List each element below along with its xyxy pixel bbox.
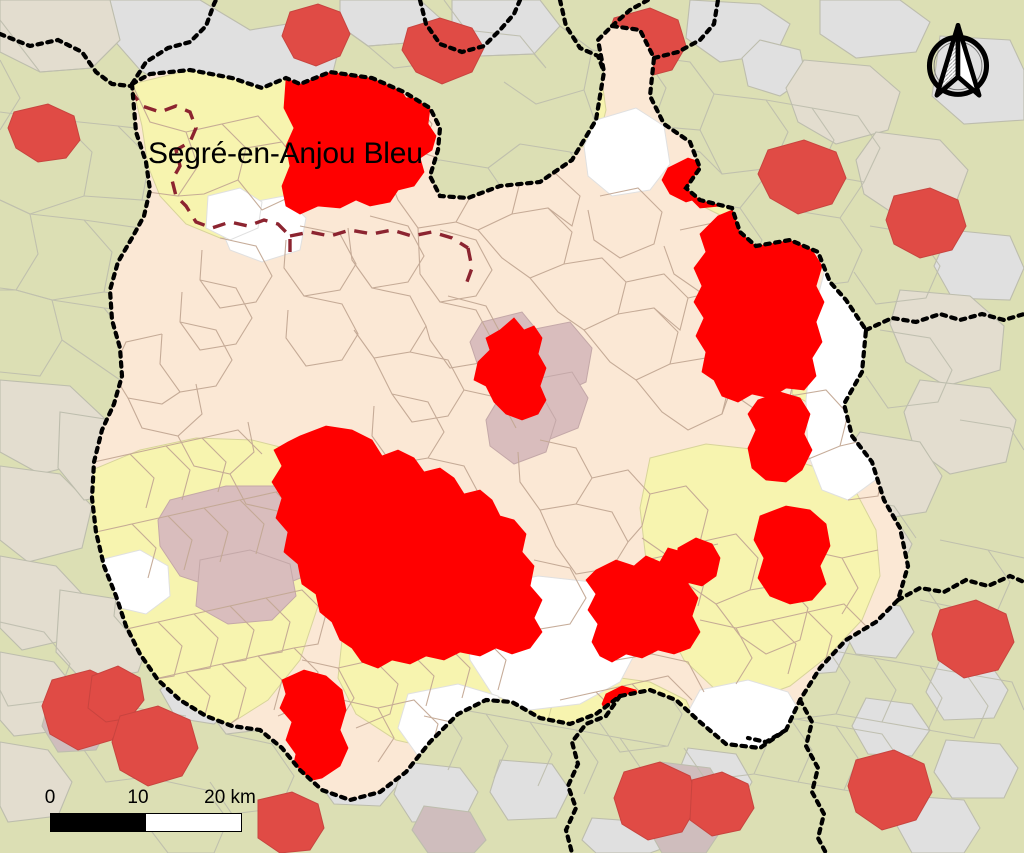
scale-segment-4 (193, 814, 241, 831)
scale-segment-2 (98, 814, 146, 831)
north-arrow-icon (912, 18, 1004, 110)
area-label: Segré-en-Anjou Bleu (148, 137, 423, 170)
scale-tick-20: 20 km (204, 787, 256, 808)
scale-segment-3 (146, 814, 194, 831)
scale-bar-labels: 0 10 20 km (45, 787, 256, 809)
scale-segment-1 (51, 814, 99, 831)
scale-tick-0: 0 (44, 787, 56, 808)
dashed-boundary-line (128, 88, 474, 291)
north-arrow-graphic (926, 23, 990, 98)
scale-bar-track (50, 813, 242, 832)
scale-tick-10: 10 (127, 787, 149, 808)
scale-bar: 0 10 20 km (45, 787, 256, 835)
